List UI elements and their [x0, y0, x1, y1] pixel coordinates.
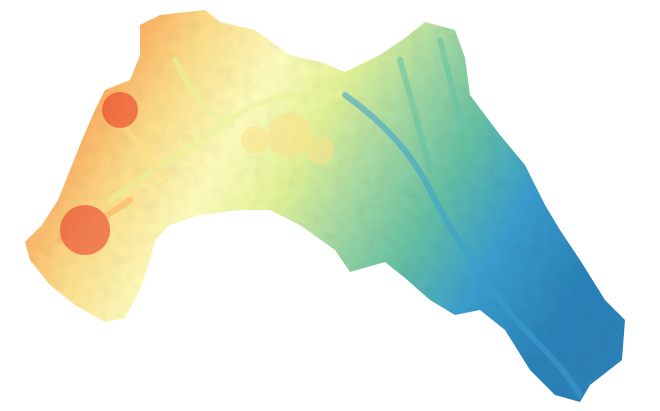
valley-line: [342, 92, 583, 398]
hill-patch: [268, 113, 312, 157]
valley-line: [107, 91, 348, 203]
hill-patch: [60, 205, 110, 255]
hill-patch: [241, 126, 269, 154]
hill-patch: [102, 92, 138, 128]
hill-patch: [306, 136, 334, 164]
valley-line: [172, 57, 233, 128]
valley-line: [397, 57, 433, 173]
valley-line: [437, 37, 473, 153]
